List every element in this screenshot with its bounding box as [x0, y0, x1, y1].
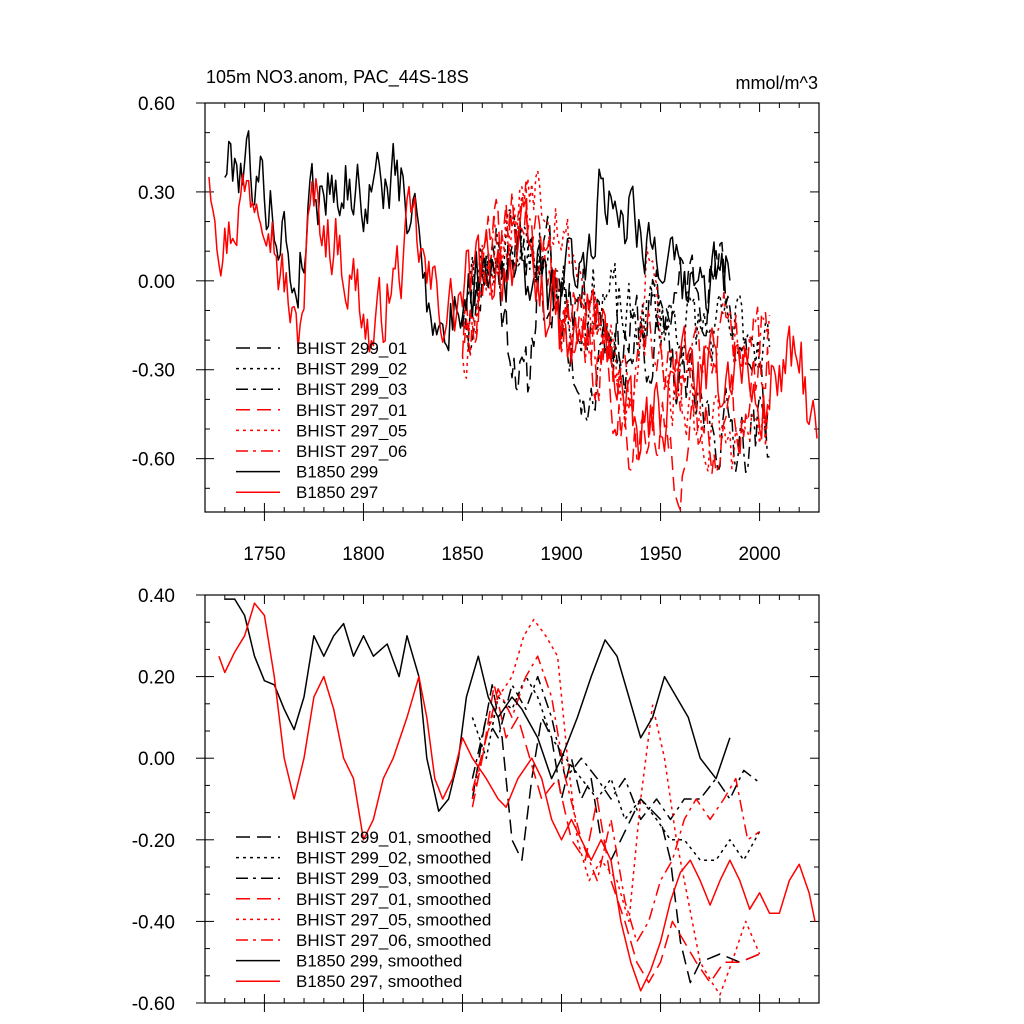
chart-units: mmol/m^3 [736, 73, 818, 93]
legend-label: BHIST 299_02, smoothed [296, 849, 491, 868]
legend-label: BHIST 297_01, smoothed [296, 890, 491, 909]
plot-frame [204, 594, 820, 1004]
y-tick-label: 0.60 [138, 94, 175, 115]
top-panel: 0.60 0.30 0.00 -0.30 -0.60 1750 1800 1850 1900 19… [132, 94, 820, 565]
series-line [471, 675, 761, 861]
y-tick-label: -0.60 [132, 450, 175, 471]
legend-label: BHIST 299_01 [296, 339, 407, 358]
legend-label: BHIST 299_03, smoothed [296, 869, 491, 888]
y-tick-label: -0.60 [132, 994, 175, 1015]
series-line [461, 215, 771, 438]
x-tick-label: 1950 [639, 544, 681, 565]
legend-label: B1850 299, smoothed [296, 952, 462, 971]
series-line [471, 655, 761, 943]
y-tick-label: 0.00 [138, 749, 175, 770]
plot-frame [204, 102, 820, 513]
bottom-panel: 0.40 0.20 0.00 -0.20 -0.40 -0.60 BHIST 299_01,… [132, 586, 820, 1015]
y-tick-label: -0.40 [132, 912, 175, 933]
legend-label: B1850 299 [296, 463, 378, 482]
legend-label: BHIST 299_02 [296, 360, 407, 379]
series-line [471, 684, 760, 984]
legend-label: BHIST 297_06, smoothed [296, 931, 491, 950]
series-line [462, 181, 771, 419]
series-line [208, 173, 818, 461]
y-tick-label: -0.20 [132, 831, 175, 852]
x-tick-label: 1800 [342, 544, 384, 565]
y-tick-label: 0.40 [138, 586, 175, 607]
legend-label: BHIST 297_05, smoothed [296, 910, 491, 929]
legend-label: BHIST 299_03 [296, 380, 407, 399]
series-line [224, 130, 731, 352]
series-line [471, 684, 760, 984]
x-tick-label: 1850 [441, 544, 483, 565]
legend-label: B1850 297, smoothed [296, 972, 462, 991]
series-line [471, 618, 761, 996]
series-line [224, 598, 731, 812]
x-tick-label: 1750 [243, 544, 285, 565]
series-line [471, 675, 761, 821]
y-tick-label: 0.00 [138, 272, 175, 293]
legend-label: BHIST 297_06 [296, 442, 407, 461]
chart-title: 105m NO3.anom, PAC_44S-18S [206, 67, 469, 88]
x-tick-label: 2000 [738, 544, 780, 565]
x-tick-label: 1900 [540, 544, 582, 565]
y-tick-label: -0.30 [132, 361, 175, 382]
series-line [218, 602, 816, 992]
legend-label: BHIST 299_01, smoothed [296, 828, 491, 847]
y-tick-label: 0.30 [138, 183, 175, 204]
legend-label: B1850 297 [296, 483, 378, 502]
y-tick-label: 0.20 [138, 668, 175, 689]
legend-label: BHIST 297_01 [296, 401, 407, 420]
legend-label: BHIST 297_05 [296, 421, 407, 440]
